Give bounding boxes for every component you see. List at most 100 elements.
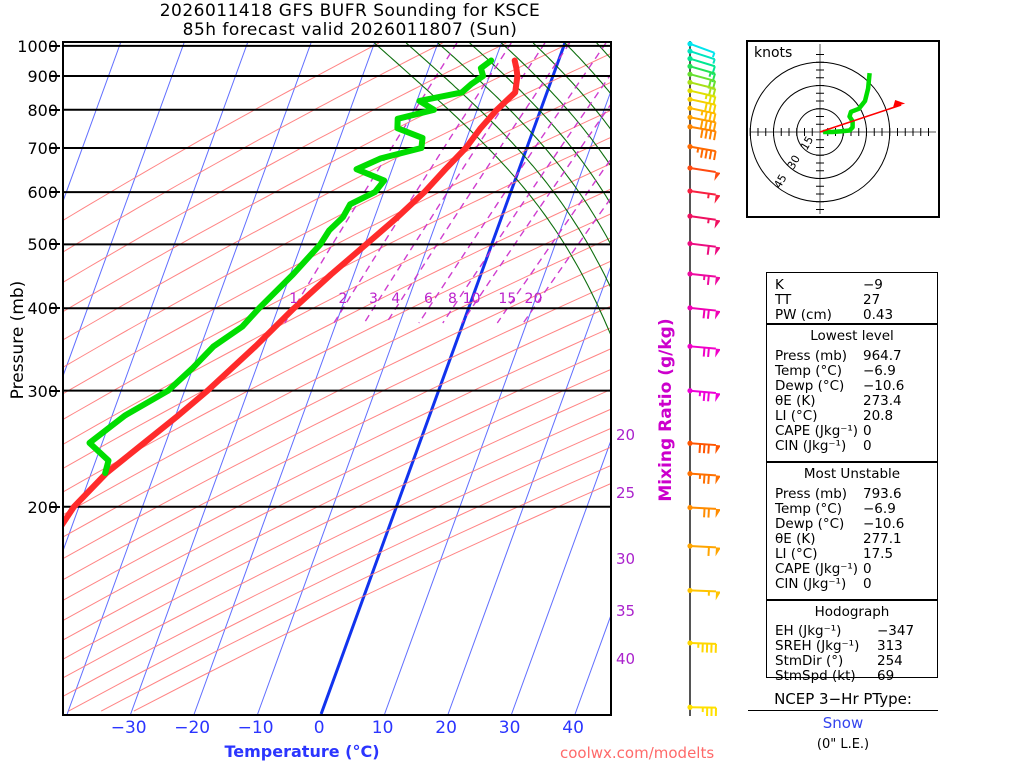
wind-barb [687, 240, 721, 256]
index-row: TT 27 [767, 292, 937, 308]
wind-barb [687, 543, 721, 557]
wind-barb [687, 305, 721, 320]
pressure-tick-600: 600 [27, 183, 58, 203]
mixratio-value-4: 4 [391, 291, 401, 308]
stats-hodograph-box: Hodograph EH (Jkg⁻¹) −347 SREH (Jkg⁻¹) 313 St… [766, 600, 938, 684]
most-unstable-key: CAPE (Jkg⁻¹) [775, 561, 859, 577]
hodograph-stats-key: EH (Jkg⁻¹) [775, 623, 842, 639]
index-value: −9 [863, 277, 883, 293]
most-unstable-value: 793.6 [863, 486, 902, 502]
watermark: coolwx.com/modelts [560, 744, 715, 762]
hodograph-units-label: knots [754, 45, 793, 61]
wind-barb [687, 271, 721, 286]
wind-barb [687, 471, 721, 485]
mixratio-value-6: 6 [424, 291, 433, 308]
mixratio-tick-20: 20 [616, 426, 636, 444]
lowest-level-value: 20.8 [863, 408, 894, 424]
wind-barb [687, 144, 717, 161]
temperature-tick--30: −30 [110, 718, 147, 738]
pressure-tick-mark [50, 191, 60, 194]
most-unstable-row: Dewp (°C) −10.6 [767, 516, 937, 532]
most-unstable-key: CIN (Jkg⁻¹) [775, 576, 847, 592]
pressure-axis: 200 300 400 500 600 700 800 900 1000 [0, 37, 60, 716]
mixratio-value-2: 2 [338, 291, 348, 308]
temperature-tick-10: 10 [371, 718, 394, 738]
index-row: PW (cm) 0.43 [767, 307, 937, 323]
lowest-level-value: −6.9 [863, 363, 896, 379]
page-subtitle: 85h forecast valid 2026011807 (Sun) [182, 20, 518, 40]
temperature-tick-40: 40 [562, 718, 584, 738]
lowest-level-title: Lowest level [810, 328, 894, 344]
mixratio-value-10: 10 [462, 291, 481, 308]
most-unstable-key: Dewp (°C) [775, 516, 845, 532]
lowest-level-row: CAPE (Jkg⁻¹) 0 [767, 423, 937, 439]
wind-barb [687, 587, 721, 601]
lowest-level-key: θE (K) [775, 393, 816, 409]
mixratio-tick-30: 30 [616, 550, 636, 568]
pressure-tick-mark [50, 307, 60, 310]
most-unstable-key: LI (°C) [775, 546, 818, 562]
lowest-level-value: 273.4 [863, 393, 902, 409]
hodograph-stats-value: 254 [877, 653, 903, 669]
wind-barb [687, 440, 721, 455]
most-unstable-row: Press (mb) 793.6 [767, 486, 937, 502]
index-key: TT [775, 292, 792, 308]
index-value: 27 [863, 292, 881, 308]
hodograph-ring-label-45: 45 [771, 172, 789, 191]
lowest-level-row: θE (K) 273.4 [767, 393, 937, 409]
temperature-axis-label: Temperature (°C) [224, 742, 380, 761]
wind-barb [687, 114, 717, 132]
wind-barb [687, 213, 721, 229]
lowest-level-row: CIN (Jkg⁻¹) 0 [767, 438, 937, 454]
most-unstable-key: Temp (°C) [775, 501, 842, 517]
skewt-plot-area[interactable]: 1 2 3 4 6 8 10 15 20 [62, 41, 612, 716]
lowest-level-key: CAPE (Jkg⁻¹) [775, 423, 859, 439]
temperature-tick-0: 0 [313, 718, 325, 738]
index-key: PW (cm) [775, 307, 832, 323]
mixratio-value-1: 1 [289, 291, 299, 308]
dewpoint-trace [86, 57, 495, 476]
lowest-level-value: 0 [863, 438, 872, 454]
hodograph-stats-row: StmSpd (kt) 69 [767, 668, 937, 684]
most-unstable-value: 277.1 [863, 531, 902, 547]
hodograph-ring-label-30: 30 [785, 153, 803, 172]
hodograph-stats-row: EH (Jkg⁻¹) −347 [767, 623, 937, 639]
mixratio-value-8: 8 [448, 291, 457, 308]
most-unstable-value: 0 [863, 561, 872, 577]
most-unstable-value: −10.6 [863, 516, 905, 532]
skewt-diagram [64, 43, 610, 714]
stats-indices-box: K −9 TT 27 PW (cm) 0.43 [766, 272, 938, 324]
wind-barb [687, 388, 721, 402]
wind-barb [687, 96, 717, 114]
wind-barb [687, 704, 717, 717]
pressure-tick-mark [50, 108, 60, 111]
pressure-tick-mark [50, 44, 60, 47]
most-unstable-value: 17.5 [863, 546, 894, 562]
pressure-tick-900: 900 [27, 67, 58, 87]
mixratio-value-15: 15 [498, 291, 517, 308]
mixratio-tick-25: 25 [616, 484, 636, 502]
mixratio-value-20: 20 [524, 291, 543, 308]
hodograph-panel[interactable]: knots 15 30 45 [746, 40, 940, 218]
hodograph-stats-row: StmDir (°) 254 [767, 653, 937, 669]
wind-barb [687, 48, 716, 64]
pressure-tick-mark [50, 75, 60, 78]
mixratio-tick-35: 35 [616, 602, 636, 620]
most-unstable-value: 0 [863, 576, 872, 592]
lowest-level-value: 0 [863, 423, 872, 439]
lowest-level-row: Temp (°C) −6.9 [767, 363, 937, 379]
wind-barb [687, 188, 721, 204]
hodograph-stats-title: Hodograph [814, 604, 890, 620]
index-key: K [775, 277, 784, 293]
pressure-tick-mark [50, 243, 60, 246]
hodograph-stats-value: 69 [877, 668, 895, 684]
wind-barb-panel [660, 41, 721, 717]
wind-barb [687, 343, 721, 358]
temperature-tick--20: −20 [174, 718, 211, 738]
storm-motion-arrowhead [893, 99, 906, 107]
ptype-value: Snow [822, 714, 864, 732]
temperature-axis: −30 −20 −10 0 10 20 30 40 [62, 718, 612, 744]
ptype-heading: NCEP 3−Hr PType: [748, 690, 938, 711]
index-value: 0.43 [863, 307, 894, 323]
pressure-tick-800: 800 [27, 100, 58, 120]
